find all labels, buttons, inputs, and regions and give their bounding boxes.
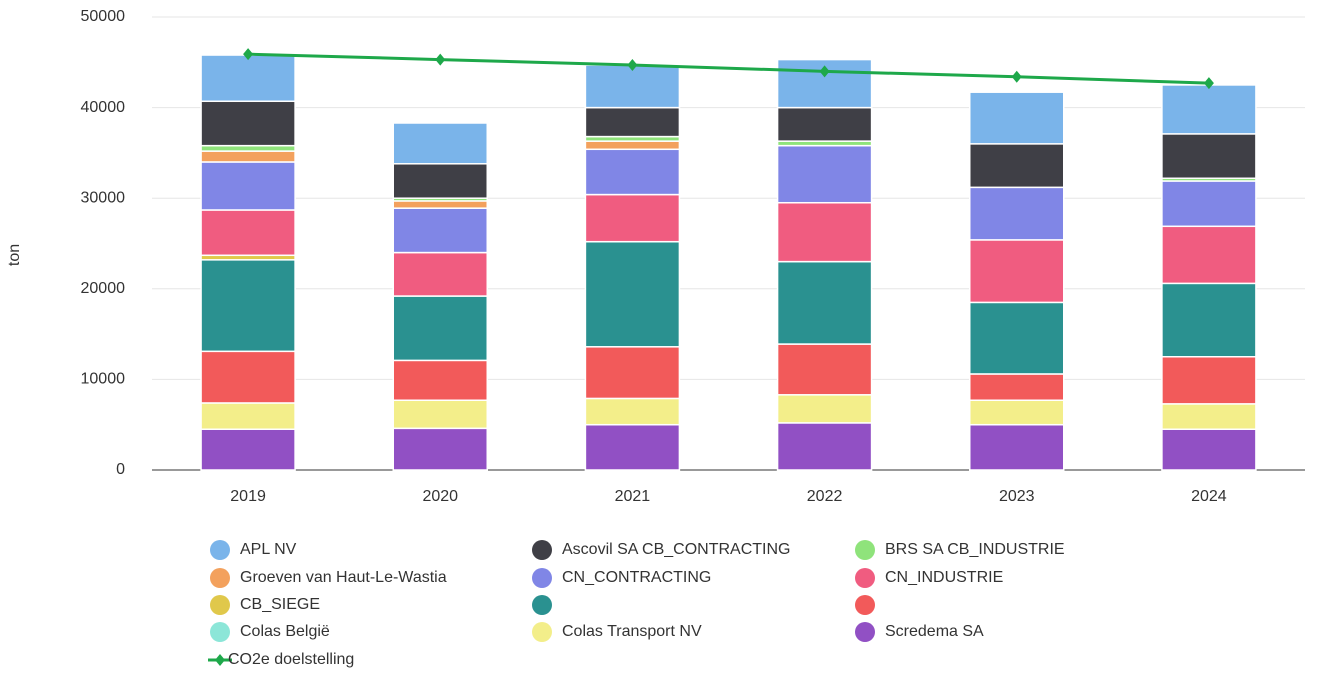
legend-swatch bbox=[532, 568, 552, 588]
bar-segment bbox=[584, 346, 681, 400]
bar-segment bbox=[584, 64, 681, 109]
bar-segment bbox=[584, 140, 681, 151]
y-tick-label: 30000 bbox=[81, 189, 126, 206]
bar-segment bbox=[584, 106, 681, 138]
target-marker bbox=[1203, 77, 1214, 90]
bar-segment bbox=[200, 402, 296, 430]
bar-segment bbox=[969, 143, 1065, 189]
bar-segment bbox=[584, 240, 681, 348]
legend-marker bbox=[215, 654, 225, 666]
legend-label: Colas Transport NV bbox=[562, 623, 702, 640]
bar-segment bbox=[392, 122, 488, 165]
legend-swatch bbox=[210, 568, 230, 588]
x-tick-label: 2020 bbox=[422, 488, 458, 505]
bar-segment bbox=[392, 207, 488, 254]
legend-label: Ascovil SA CB_CONTRACTING bbox=[562, 541, 790, 558]
legend-swatch bbox=[532, 622, 552, 642]
legend-swatch bbox=[855, 540, 875, 560]
legend-swatch bbox=[210, 595, 230, 615]
y-tick-label: 40000 bbox=[81, 99, 126, 116]
bar-segment bbox=[969, 186, 1065, 241]
bar-segment bbox=[776, 422, 873, 471]
bar-segment bbox=[200, 209, 296, 257]
bar-segment bbox=[1161, 84, 1257, 135]
legend-label: CN_CONTRACTING bbox=[562, 569, 711, 586]
x-tick-label: 2021 bbox=[615, 488, 651, 505]
x-tick-label: 2024 bbox=[1191, 488, 1227, 505]
bar-segment bbox=[392, 427, 488, 471]
legend-label: CB_SIEGE bbox=[240, 596, 320, 613]
bar-segment bbox=[1161, 403, 1257, 430]
bar-segment bbox=[200, 54, 296, 103]
bar-segment bbox=[392, 251, 488, 297]
bar-segment bbox=[776, 260, 873, 345]
bar-segment bbox=[392, 399, 488, 430]
legend-label: Scredema SA bbox=[885, 623, 984, 640]
bar-segment bbox=[969, 373, 1065, 401]
bar-segment bbox=[200, 150, 296, 163]
bar-segment bbox=[584, 423, 681, 471]
x-tick-label: 2019 bbox=[230, 488, 266, 505]
target-marker bbox=[819, 65, 830, 78]
bar-segment bbox=[1161, 180, 1257, 228]
legend-label: CN_INDUSTRIE bbox=[885, 569, 1003, 586]
bar-segment bbox=[969, 423, 1065, 471]
bar-segment bbox=[200, 350, 296, 404]
bar-segment bbox=[776, 394, 873, 424]
legend-label: Colas België bbox=[240, 623, 330, 640]
target-marker bbox=[627, 59, 638, 72]
bar-segment bbox=[200, 428, 296, 471]
legend-label: CO2e doelstelling bbox=[228, 651, 354, 668]
bar-segment bbox=[776, 144, 873, 204]
target-marker bbox=[243, 48, 254, 61]
bar-segment bbox=[776, 343, 873, 396]
bar-segment bbox=[1161, 133, 1257, 180]
legend-label: BRS SA CB_INDUSTRIE bbox=[885, 541, 1065, 558]
bar-segment bbox=[392, 295, 488, 362]
bar-segment bbox=[776, 201, 873, 263]
bar-segment bbox=[584, 193, 681, 243]
bar-segment bbox=[969, 91, 1065, 145]
y-tick-label: 10000 bbox=[81, 371, 126, 388]
x-tick-label: 2023 bbox=[999, 488, 1035, 505]
bar-segment bbox=[1161, 428, 1257, 471]
bar-segment bbox=[1161, 282, 1257, 358]
bar-segment bbox=[392, 200, 488, 209]
legend-swatch bbox=[210, 540, 230, 560]
legend-swatch bbox=[855, 622, 875, 642]
legend-swatch bbox=[532, 595, 552, 615]
bar-segment bbox=[200, 144, 296, 152]
bar-segment bbox=[200, 161, 296, 211]
bar-segment bbox=[969, 399, 1065, 426]
bar-segment bbox=[392, 359, 488, 401]
target-line bbox=[248, 52, 1209, 85]
legend-swatch bbox=[855, 595, 875, 615]
bar-segment bbox=[200, 259, 296, 353]
target-marker bbox=[1011, 70, 1022, 83]
legend-swatch bbox=[532, 540, 552, 560]
target-marker bbox=[435, 53, 446, 66]
y-tick-label: 0 bbox=[116, 461, 125, 478]
bar-segment bbox=[1161, 225, 1257, 285]
y-axis-label: ton bbox=[6, 244, 23, 266]
y-tick-label: 50000 bbox=[81, 8, 126, 25]
bar-segment bbox=[584, 397, 681, 426]
legend-swatch bbox=[210, 622, 230, 642]
bar-segment bbox=[200, 100, 296, 147]
legend-label: APL NV bbox=[240, 541, 297, 558]
x-tick-label: 2022 bbox=[807, 488, 843, 505]
y-tick-label: 20000 bbox=[81, 280, 126, 297]
bar-segment bbox=[969, 301, 1065, 375]
legend-swatch bbox=[855, 568, 875, 588]
bar-segment bbox=[584, 148, 681, 196]
bar-segment bbox=[392, 163, 488, 199]
legend-label: Groeven van Haut-Le-Wastia bbox=[240, 569, 447, 586]
bar-segment bbox=[1161, 356, 1257, 405]
bar-segment bbox=[969, 239, 1065, 304]
bar-segment bbox=[776, 106, 873, 142]
